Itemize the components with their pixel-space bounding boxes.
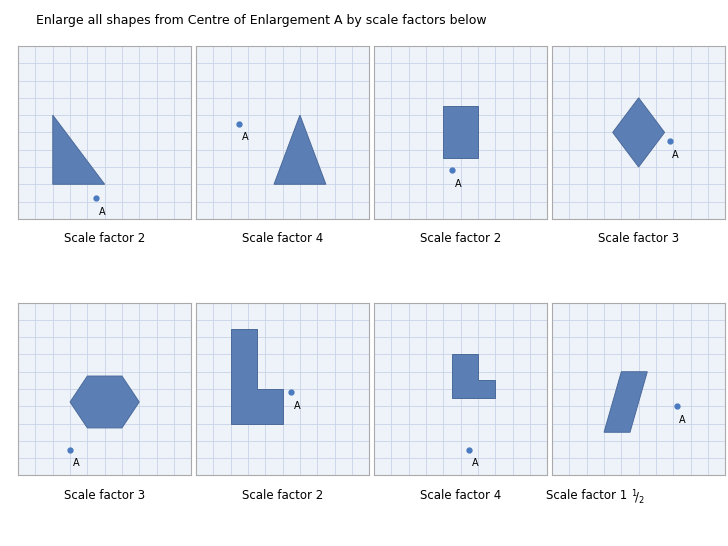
Text: A: A [73,458,79,468]
Polygon shape [231,329,282,424]
Polygon shape [452,354,495,397]
Text: A: A [679,415,686,425]
Text: A: A [294,401,301,411]
Text: A: A [673,150,679,159]
Polygon shape [274,115,326,184]
Text: Scale factor 4: Scale factor 4 [242,232,323,245]
Polygon shape [70,376,139,428]
Text: Enlarge all shapes from Centre of Enlargement A by scale factors below: Enlarge all shapes from Centre of Enlarg… [36,14,487,27]
Text: $^1\!/_2$: $^1\!/_2$ [631,489,646,507]
Text: A: A [454,179,462,189]
Text: A: A [472,458,478,468]
Text: Scale factor 3: Scale factor 3 [64,489,145,502]
Text: A: A [242,132,249,143]
Text: Scale factor 1: Scale factor 1 [546,489,631,502]
Polygon shape [53,115,105,184]
Polygon shape [604,372,647,432]
Text: A: A [98,207,106,217]
Text: Scale factor 2: Scale factor 2 [420,232,502,245]
Text: Scale factor 3: Scale factor 3 [598,232,679,245]
Polygon shape [613,98,665,167]
Text: Scale factor 4: Scale factor 4 [420,489,502,502]
Text: Scale factor 2: Scale factor 2 [242,489,323,502]
Polygon shape [443,106,478,158]
Text: Scale factor 2: Scale factor 2 [64,232,146,245]
